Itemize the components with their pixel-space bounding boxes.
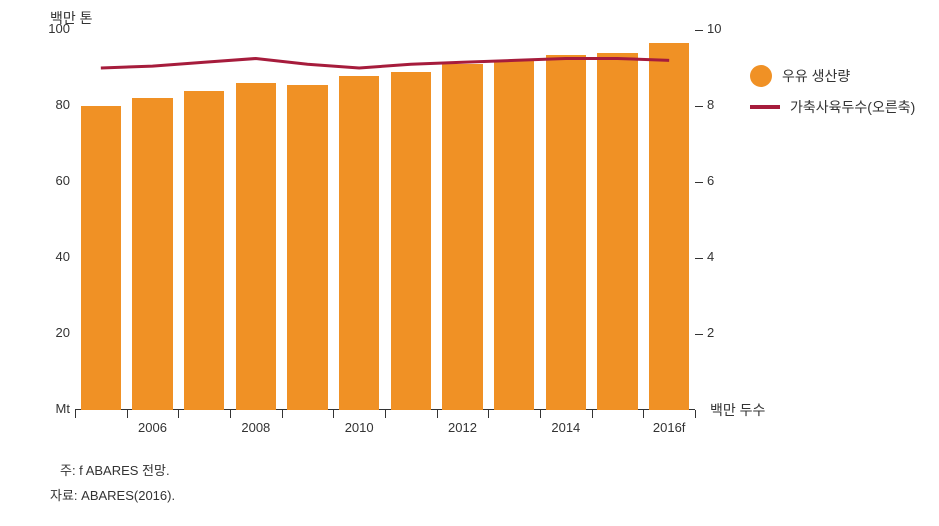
x-tick-mark (437, 410, 438, 418)
x-tick-label: 2010 (334, 420, 384, 435)
chart-container: 백만 톤 우유 생산량 가축사육두수(오른축) 백만 두수 주: f ABARE… (0, 0, 939, 526)
y-right-tick-mark (695, 30, 703, 31)
y-right-tick-label: 10 (707, 21, 721, 36)
x-tick-mark (178, 410, 179, 418)
milk-legend-icon (750, 65, 772, 87)
y-left-tick-label: 80 (30, 97, 70, 112)
y-right-axis-title: 백만 두수 (710, 400, 765, 420)
bar (132, 98, 172, 410)
bar (236, 83, 276, 410)
x-tick-mark (230, 410, 231, 418)
bar (339, 76, 379, 410)
y-left-tick-label: Mt (30, 401, 70, 416)
bar (649, 43, 689, 410)
bar (442, 64, 482, 410)
x-tick-label: 2006 (128, 420, 178, 435)
milk-legend-label: 우유 생산량 (782, 66, 850, 86)
legend: 우유 생산량 가축사육두수(오른축) (750, 65, 915, 127)
x-tick-mark (540, 410, 541, 418)
x-tick-label: 2016f (644, 420, 694, 435)
legend-item-milk: 우유 생산량 (750, 65, 915, 87)
x-tick-mark (75, 410, 76, 418)
x-tick-label: 2012 (438, 420, 488, 435)
herd-legend-label: 가축사육두수(오른축) (790, 97, 915, 117)
x-tick-mark (127, 410, 128, 418)
x-tick-mark (333, 410, 334, 418)
y-left-tick-label: 60 (30, 173, 70, 188)
y-right-tick-label: 8 (707, 97, 714, 112)
plot-area (75, 30, 695, 410)
x-tick-mark (695, 410, 696, 418)
legend-item-herd: 가축사육두수(오른축) (750, 97, 915, 117)
y-left-tick-label: 40 (30, 249, 70, 264)
y-right-tick-label: 4 (707, 249, 714, 264)
y-left-tick-label: 100 (30, 21, 70, 36)
footnote-2: 자료: ABARES(2016). (50, 485, 175, 504)
y-right-tick-mark (695, 106, 703, 107)
y-right-tick-mark (695, 258, 703, 259)
x-tick-mark (592, 410, 593, 418)
bar (597, 53, 637, 410)
y-right-tick-mark (695, 182, 703, 183)
x-tick-mark (488, 410, 489, 418)
x-tick-mark (282, 410, 283, 418)
y-right-tick-label: 2 (707, 325, 714, 340)
y-left-tick-label: 20 (30, 325, 70, 340)
bar (546, 55, 586, 410)
x-tick-mark (385, 410, 386, 418)
bar (391, 72, 431, 410)
bar (494, 60, 534, 410)
footnote-1: 주: f ABARES 전망. (60, 460, 170, 479)
x-tick-label: 2014 (541, 420, 591, 435)
x-tick-mark (643, 410, 644, 418)
bar (184, 91, 224, 410)
y-right-tick-mark (695, 334, 703, 335)
bar (81, 106, 121, 410)
y-right-tick-label: 6 (707, 173, 714, 188)
bar (287, 85, 327, 410)
herd-legend-icon (750, 105, 780, 109)
x-tick-label: 2008 (231, 420, 281, 435)
